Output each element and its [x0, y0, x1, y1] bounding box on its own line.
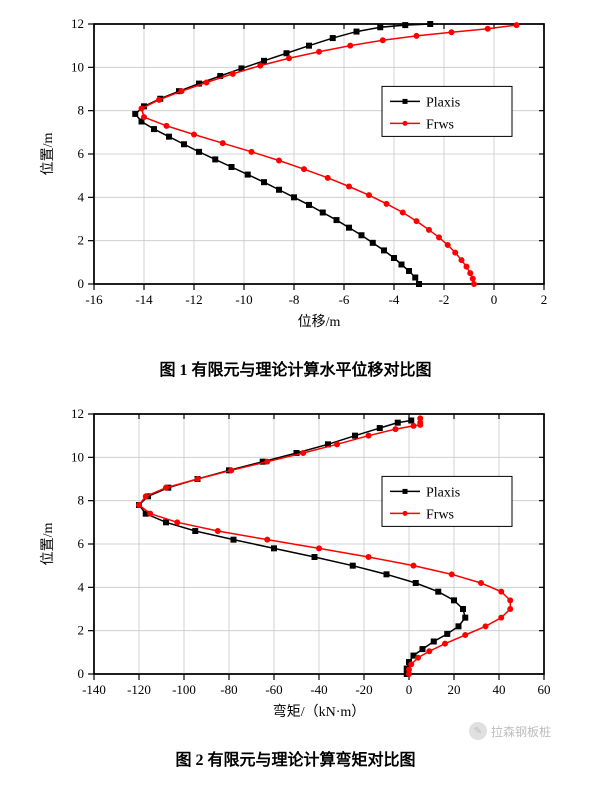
svg-text:-10: -10 — [235, 292, 252, 307]
svg-text:6: 6 — [77, 536, 84, 551]
svg-text:-140: -140 — [82, 682, 106, 697]
svg-text:10: 10 — [71, 59, 84, 74]
svg-text:Frws: Frws — [426, 117, 454, 132]
svg-text:-12: -12 — [185, 292, 202, 307]
svg-text:Frws: Frws — [426, 507, 454, 522]
svg-text:-80: -80 — [220, 682, 237, 697]
svg-text:-120: -120 — [127, 682, 151, 697]
svg-text:60: 60 — [537, 682, 550, 697]
chart-1-svg: -16 -14 -12 -10 -8 -6 -4 -2 0 2 0 2 4 6 8 10 12 位移/m 位置/m P… — [26, 10, 566, 350]
watermark-text: 拉森钢板桩 — [491, 723, 551, 740]
svg-text:10: 10 — [71, 449, 84, 464]
svg-text:Plaxis: Plaxis — [426, 95, 460, 110]
chart-2-block: -140 -120 -100 -80 -60 -40 -20 0 20 40 60 0 2 4 6 8 10 12… — [10, 400, 581, 770]
svg-text:8: 8 — [77, 493, 84, 508]
svg-text:12: 12 — [71, 406, 84, 421]
svg-text:8: 8 — [77, 103, 84, 118]
svg-text:-8: -8 — [288, 292, 299, 307]
svg-text:0: 0 — [405, 682, 412, 697]
watermark-icon: ✎ — [469, 722, 487, 740]
svg-text:2: 2 — [77, 623, 84, 638]
svg-text:-14: -14 — [135, 292, 153, 307]
svg-text:4: 4 — [77, 579, 84, 594]
svg-text:40: 40 — [492, 682, 505, 697]
svg-text:Plaxis: Plaxis — [426, 485, 460, 500]
chart-1-caption: 图 1 有限元与理论计算水平位移对比图 — [159, 356, 431, 380]
svg-text:2: 2 — [77, 233, 84, 248]
svg-text:0: 0 — [77, 276, 84, 291]
svg-text:0: 0 — [77, 666, 84, 681]
svg-text:-6: -6 — [338, 292, 349, 307]
chart-2-svg: -140 -120 -100 -80 -60 -40 -20 0 20 40 60 0 2 4 6 8 10 12… — [26, 400, 566, 740]
svg-text:-16: -16 — [85, 292, 103, 307]
svg-text:-40: -40 — [310, 682, 327, 697]
chart-1-block: -16 -14 -12 -10 -8 -6 -4 -2 0 2 0 2 4 6 8 10 12 位移/m 位置/m P… — [10, 10, 581, 380]
svg-text:位移/m: 位移/m — [297, 314, 340, 330]
svg-text:2: 2 — [540, 292, 547, 307]
svg-text:位置/m: 位置/m — [40, 523, 56, 566]
svg-text:弯矩/（kN·m）: 弯矩/（kN·m） — [272, 703, 365, 720]
svg-text:4: 4 — [77, 189, 84, 204]
svg-text:-60: -60 — [265, 682, 282, 697]
svg-text:-2: -2 — [438, 292, 449, 307]
chart-2-caption: 图 2 有限元与理论计算弯矩对比图 — [175, 746, 415, 770]
svg-text:12: 12 — [71, 16, 84, 31]
svg-text:20: 20 — [447, 682, 460, 697]
svg-text:-4: -4 — [388, 292, 399, 307]
svg-text:-100: -100 — [172, 682, 196, 697]
watermark: ✎ 拉森钢板桩 — [469, 722, 551, 740]
svg-text:-20: -20 — [355, 682, 372, 697]
svg-text:6: 6 — [77, 146, 84, 161]
svg-text:0: 0 — [490, 292, 497, 307]
svg-text:位置/m: 位置/m — [40, 133, 56, 176]
